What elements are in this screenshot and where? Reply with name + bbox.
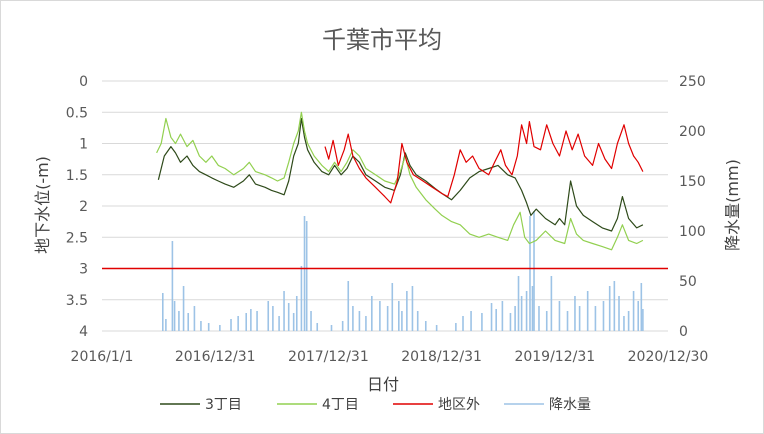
left-tick-label: 0: [79, 74, 88, 90]
x-tick-label: 2020/12/30: [628, 349, 709, 365]
right-axis-title: 降水量(mm): [723, 159, 742, 251]
x-tick-label: 2016/1/1: [71, 349, 134, 365]
right-tick-label: 250: [679, 74, 706, 90]
left-axis-title: 地下水位(-m): [33, 156, 52, 254]
legend-label: 降水量: [549, 397, 591, 413]
series-line-4丁目: [156, 111, 644, 251]
left-axis-tick-labels: 0 0.5 1 1.5 2 2.5 3 3.5 4: [66, 74, 88, 340]
series-line-3丁目: [157, 117, 644, 232]
x-tick-label: 2016/12/31: [175, 349, 256, 365]
series-line-地区外: [324, 120, 644, 204]
left-tick-label: 4: [79, 324, 88, 340]
right-tick-label: 100: [679, 224, 706, 240]
chart-title: 千葉市平均: [322, 26, 442, 54]
x-axis-title: 日付: [367, 375, 399, 394]
legend-item: 地区外: [393, 397, 480, 413]
left-tick-label: 3.5: [66, 293, 88, 309]
x-axis-tick-labels: 2016/1/1 2016/12/31 2017/12/31 2018/12/31 20…: [71, 349, 709, 365]
right-tick-label: 50: [679, 274, 697, 290]
legend-label: 3丁目: [205, 397, 242, 413]
legend-item: 降水量: [504, 397, 591, 413]
left-tick-label: 2.5: [66, 230, 88, 246]
left-tick-label: 1.5: [66, 168, 88, 184]
x-tick-label: 2018/12/31: [401, 349, 482, 365]
left-tick-label: 3: [79, 262, 88, 278]
x-tick-label: 2019/12/31: [514, 349, 595, 365]
x-tick-label: 2017/12/31: [288, 349, 369, 365]
left-tick-label: 1: [79, 137, 88, 153]
legend-label: 4丁目: [322, 397, 359, 413]
legend: 3丁目 4丁目 地区外 降水量: [160, 397, 591, 413]
legend-label: 地区外: [438, 397, 480, 413]
series-layer: [156, 111, 644, 331]
right-tick-label: 200: [679, 124, 706, 140]
legend-item: 4丁目: [277, 397, 359, 413]
left-tick-label: 0.5: [66, 105, 88, 121]
series-降水量: [161, 211, 644, 331]
right-tick-label: 150: [679, 174, 706, 190]
right-tick-label: 0: [679, 324, 688, 340]
left-tick-label: 2: [79, 199, 88, 215]
legend-item: 3丁目: [160, 397, 242, 413]
right-axis-tick-labels: 0 50 100 150 200 250: [679, 74, 706, 340]
